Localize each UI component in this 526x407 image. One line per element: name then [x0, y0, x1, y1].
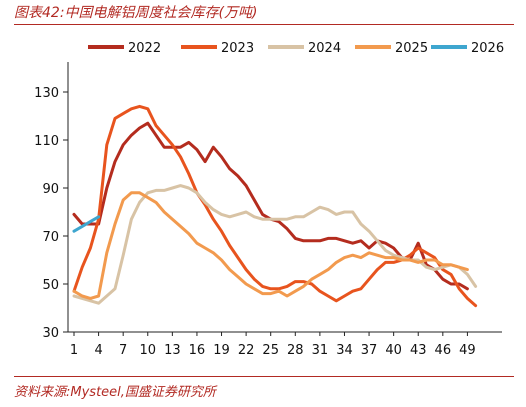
x-tick-label: 34	[336, 343, 353, 358]
footer-divider	[14, 376, 514, 377]
x-tick-label: 16	[189, 343, 206, 358]
y-tick-label: 50	[42, 278, 59, 293]
y-tick-label: 90	[42, 182, 59, 197]
series-line-2024	[72, 184, 478, 305]
y-tick-label: 30	[42, 326, 59, 341]
y-tick-label: 130	[34, 86, 59, 101]
x-tick-label: 13	[164, 343, 181, 358]
x-tick-label: 22	[238, 343, 255, 358]
series-line-2023	[72, 104, 478, 308]
x-tick-label: 1	[70, 343, 78, 358]
x-tick-label: 43	[410, 343, 427, 358]
legend-label-2023: 2023	[221, 41, 254, 56]
x-tick-label: 19	[213, 343, 230, 358]
x-tick-label: 10	[139, 343, 156, 358]
x-tick-label: 49	[459, 343, 476, 358]
legend-label-2025: 2025	[395, 41, 428, 56]
x-tick-label: 7	[119, 343, 127, 358]
x-tick-label: 46	[435, 343, 452, 358]
x-tick-label: 28	[287, 343, 304, 358]
y-tick-label: 70	[42, 230, 59, 245]
chart-title: 图表42:中国电解铝周度社会库存(万吨)	[14, 5, 258, 21]
x-tick-label: 25	[262, 343, 279, 358]
x-tick-label: 37	[361, 343, 378, 358]
x-tick-label: 40	[385, 343, 402, 358]
title-divider	[14, 24, 514, 25]
legend-label-2024: 2024	[308, 41, 341, 56]
y-tick-label: 110	[34, 134, 59, 149]
legend-label-2022: 2022	[128, 41, 161, 56]
series-line-2022	[72, 121, 469, 291]
series-line-2026	[72, 215, 101, 233]
series-line-2025	[72, 191, 469, 300]
line-chart: 30 50 70 90 110 130 1 4 7 10 13 16 19 22 25 28 31 34 37 40 4…	[34, 41, 504, 358]
legend-label-2026: 2026	[471, 41, 504, 56]
source-note: 资料来源:Mysteel,国盛证券研究所	[14, 385, 216, 400]
x-tick-label: 31	[312, 343, 329, 358]
x-tick-label: 4	[94, 343, 102, 358]
